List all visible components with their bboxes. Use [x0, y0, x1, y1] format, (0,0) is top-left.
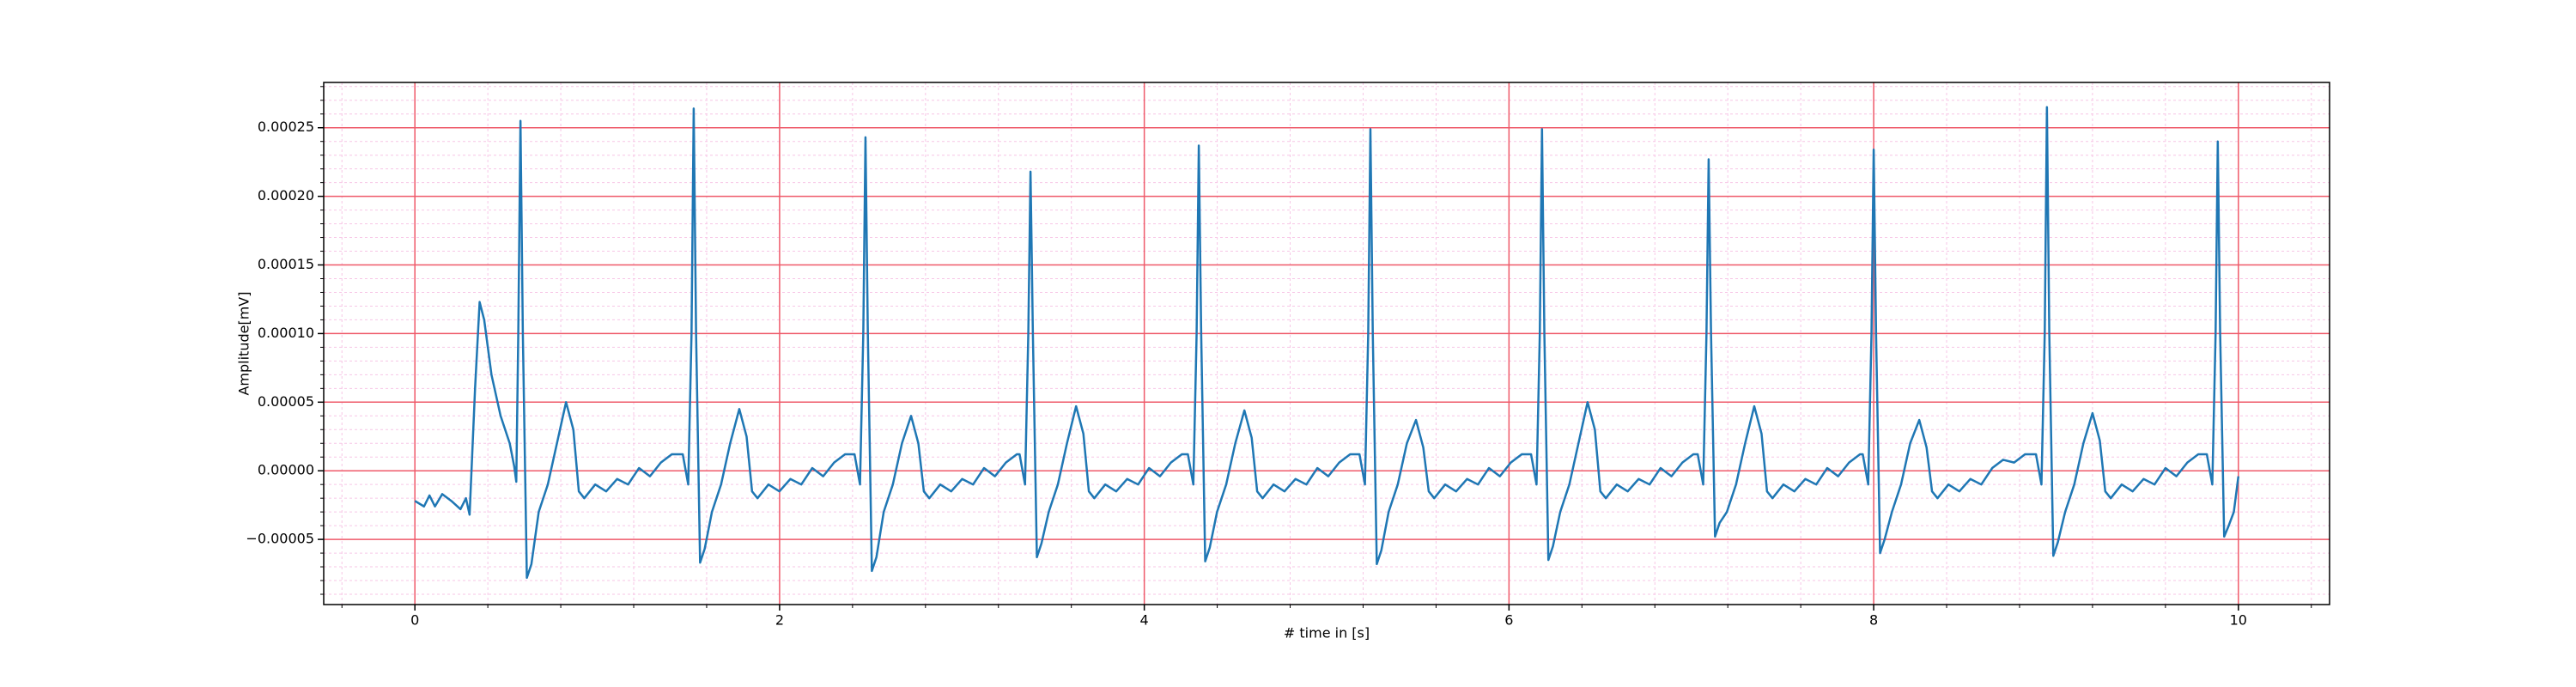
x-tick-label: 8 [1869, 612, 1878, 629]
y-tick-label: 0.00000 [258, 462, 314, 478]
y-tick-label: −0.00005 [246, 531, 314, 547]
ticks: 0 2 4 6 8 10 −0.00005 0.00000 0.00005 0.00010 0.00… [246, 86, 2312, 629]
axes-frame [323, 82, 2330, 605]
grid [324, 82, 2330, 605]
x-axis-label: # time in [s] [1284, 625, 1370, 641]
y-axis-label: Amplitude[mV] [236, 291, 252, 395]
x-tick-label: 4 [1140, 612, 1149, 629]
x-tick-label: 2 [775, 612, 784, 629]
ecg-line [414, 106, 2240, 580]
y-tick-label: 0.00025 [258, 119, 314, 135]
y-tick-label: 0.00010 [258, 325, 314, 341]
plot-area [414, 106, 2240, 580]
y-tick-label: 0.00005 [258, 393, 314, 410]
y-tick-label: 0.00020 [258, 187, 314, 204]
x-tick-label: 10 [2230, 612, 2247, 629]
x-tick-label: 6 [1504, 612, 1513, 629]
y-tick-label: 0.00015 [258, 256, 314, 272]
x-tick-label: 0 [410, 612, 419, 629]
